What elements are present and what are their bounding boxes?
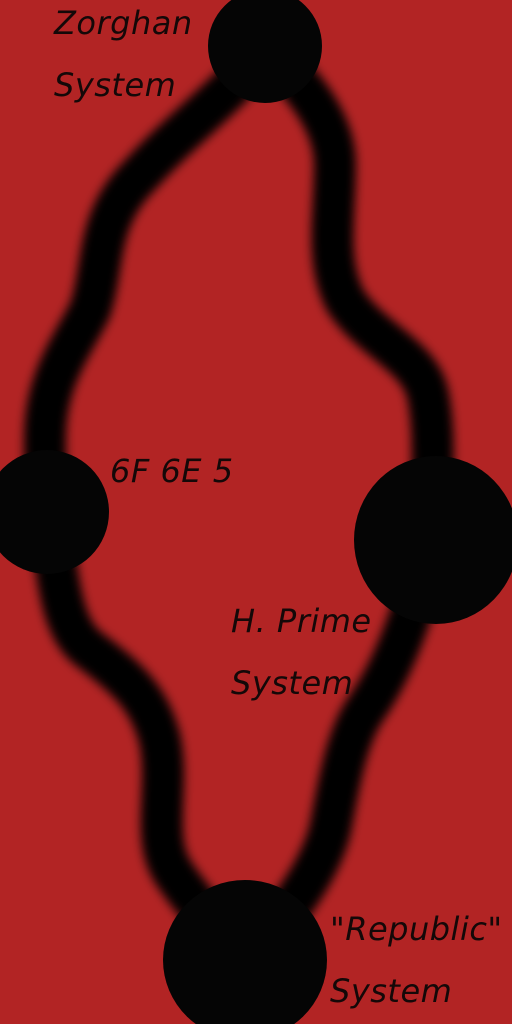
system-node-6f6e5[interactable] — [0, 450, 109, 574]
system-node-republic[interactable] — [163, 880, 327, 1024]
system-label-republic-line1: "Republic" — [330, 910, 503, 948]
system-label-h-prime-line1: H. Prime — [231, 602, 372, 640]
system-label-zorghan-line2: System — [54, 66, 177, 105]
system-label-h-prime: H. Prime System — [231, 590, 372, 715]
system-label-zorghan: Zorghan System — [54, 0, 193, 117]
system-node-zorghan[interactable] — [208, 0, 322, 103]
system-label-republic-line2: System — [330, 972, 453, 1011]
route-zorghan-to-h-prime — [244, 27, 454, 561]
system-node-h-prime[interactable] — [354, 456, 512, 624]
system-label-republic: "Republic" System — [330, 898, 503, 1023]
system-label-6f6e5-line1: 6F 6E 5 — [110, 452, 234, 490]
route-6f6e5-to-republic — [24, 489, 266, 981]
system-label-zorghan-line1: Zorghan — [54, 4, 193, 42]
system-label-h-prime-line2: System — [231, 664, 354, 703]
system-label-6f6e5: 6F 6E 5 — [110, 440, 234, 502]
route-zorghan-to-6f6e5 — [24, 27, 286, 531]
